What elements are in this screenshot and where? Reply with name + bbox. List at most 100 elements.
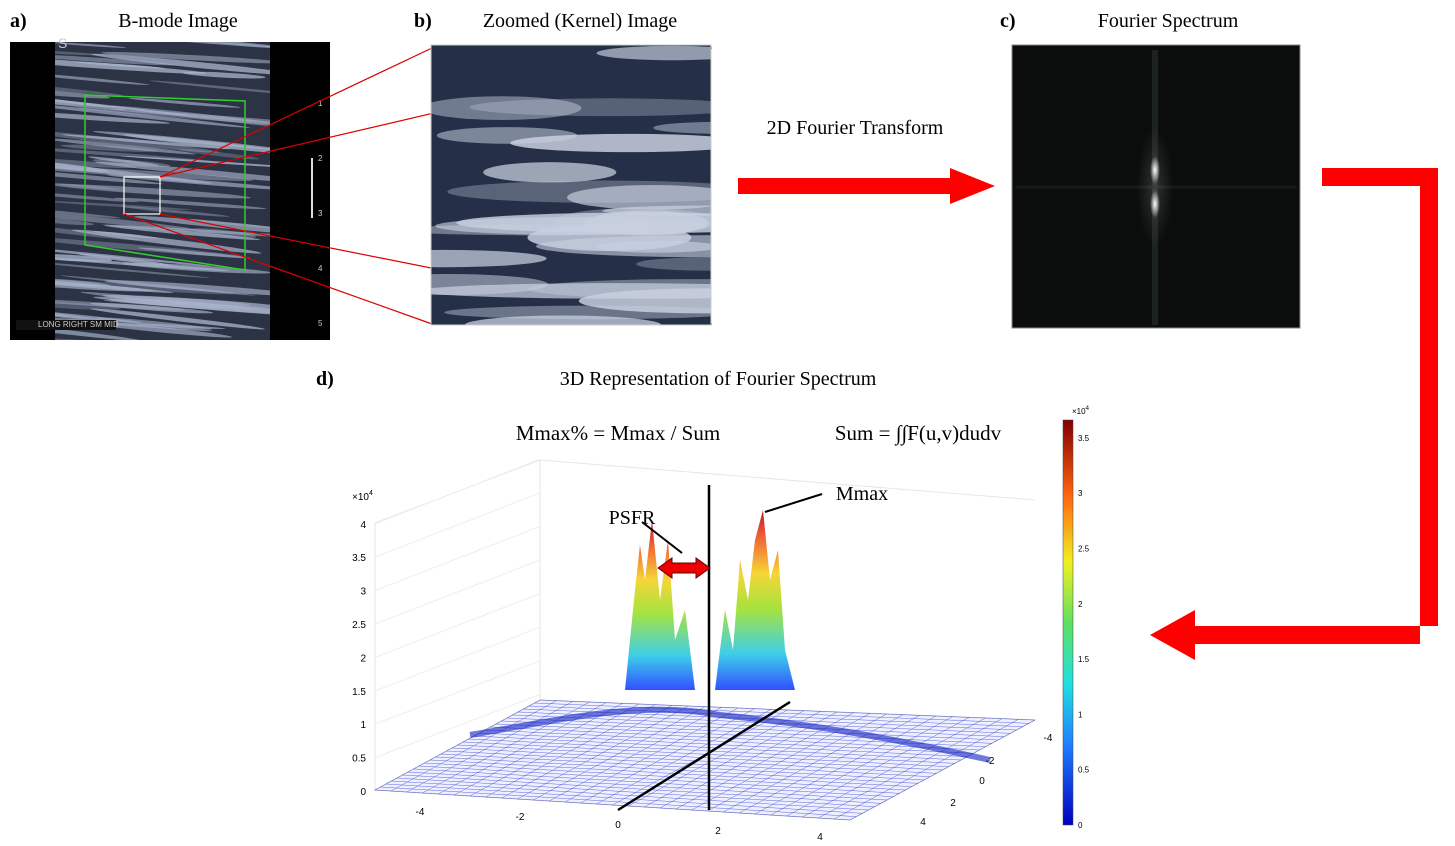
annotation-line [764, 493, 823, 513]
fiber [90, 308, 266, 330]
fiber [178, 149, 260, 160]
fiber [88, 156, 159, 166]
fiber [100, 52, 270, 64]
kernel-texture [431, 45, 711, 325]
fiber [55, 129, 220, 153]
mesh-line [818, 718, 1003, 819]
depth-label: 5 [318, 319, 323, 328]
colorbar-tick-label: 2 [1078, 600, 1083, 609]
fiber [106, 174, 270, 191]
grid-line [374, 626, 541, 692]
bmode-texture [55, 42, 270, 340]
arrow [738, 168, 995, 204]
fiber [55, 254, 113, 262]
mesh-line [786, 717, 970, 817]
fiber [55, 279, 235, 295]
annotation: Mmax [836, 483, 888, 505]
fiber [527, 224, 692, 251]
x-tick-label: 2 [715, 826, 721, 837]
fiber [55, 200, 192, 210]
roi-box [84, 94, 246, 271]
fiber [108, 105, 270, 131]
fiber [653, 121, 711, 134]
fiber [149, 80, 270, 95]
fiber [55, 166, 254, 181]
depth-label: 3 [318, 209, 323, 218]
fiber [104, 280, 270, 296]
fiber [113, 197, 267, 210]
grid-line [374, 660, 541, 725]
colorbar-tick-label: 0 [1078, 821, 1083, 830]
depth-label: 2 [318, 154, 323, 163]
fiber [55, 87, 110, 99]
fiber [137, 247, 251, 259]
fiber [123, 134, 270, 156]
y-tick-label: 4 [920, 817, 926, 828]
formula: Sum = ∫∫F(u,v)dudv [835, 421, 1002, 446]
fiber [55, 297, 186, 311]
colorbar-tick-label: 2.5 [1078, 545, 1090, 554]
x-tick-label: -2 [516, 812, 525, 823]
fiber [431, 273, 549, 296]
x-tick-label: -4 [416, 807, 425, 818]
z-tick-label: 3.5 [352, 553, 366, 564]
panel-label: b) [414, 10, 432, 32]
fiber [92, 159, 171, 168]
fiber [55, 159, 110, 173]
psfr-arrow [657, 557, 711, 579]
fiber [122, 262, 270, 274]
fiber [578, 288, 711, 314]
fiber [61, 134, 232, 150]
fiber [168, 42, 270, 48]
fiber [55, 217, 94, 226]
fiber [103, 300, 234, 309]
panel-label: d) [316, 368, 334, 390]
z-tick-label: 1.5 [352, 687, 366, 698]
kernel-box [123, 176, 161, 215]
fiber [55, 167, 163, 185]
z-tick-label: 0.5 [352, 754, 366, 765]
mesh-ridge [469, 706, 991, 763]
multiplier-base: ×10 [352, 492, 369, 503]
fiber [55, 318, 143, 340]
panel-title: Zoomed (Kernel) Image [483, 10, 677, 32]
colorbar-tick-label: 1.5 [1078, 655, 1090, 664]
z-tick-label: 3 [360, 587, 366, 598]
surface-peak [715, 510, 795, 690]
spectral-halo [1137, 127, 1173, 247]
fiber [93, 296, 270, 318]
annotation-line [641, 521, 683, 554]
formula: Mmax% = Mmax / Sum [516, 421, 720, 445]
y-tick-label: 2 [950, 798, 956, 809]
depth-label: 1 [318, 99, 323, 108]
multiplier-power: 4 [369, 490, 373, 497]
mesh-line [534, 702, 1029, 724]
colorbar [1062, 419, 1074, 826]
fiber [55, 184, 251, 199]
fiber [567, 185, 711, 210]
colorbar-multiplier: ×104 [1072, 406, 1090, 416]
colorbar-tick-label: 0.5 [1078, 766, 1090, 775]
annotation: PSFR [609, 507, 656, 529]
fiber [464, 315, 662, 325]
z-tick-label: 4 [360, 520, 366, 531]
mesh-line [849, 719, 1036, 821]
axis-multiplier: ×104 [352, 490, 373, 503]
fiber [128, 97, 241, 108]
panel-title: B-mode Image [118, 10, 238, 32]
fiber [122, 206, 230, 217]
z-tick-label: 2.5 [352, 620, 366, 631]
multiplier-power: 4 [1086, 406, 1090, 412]
fiber [55, 42, 127, 48]
fiber [596, 45, 711, 61]
panel-label: a) [10, 10, 27, 32]
mesh-line [770, 716, 953, 816]
colorbar-tick-label: 3 [1078, 489, 1083, 498]
grid-line [374, 525, 541, 592]
transform-label: 2D Fourier Transform [767, 117, 944, 139]
fiber [55, 300, 121, 310]
colorbar-tick-label: 3.5 [1078, 434, 1090, 443]
fiber [469, 98, 711, 117]
